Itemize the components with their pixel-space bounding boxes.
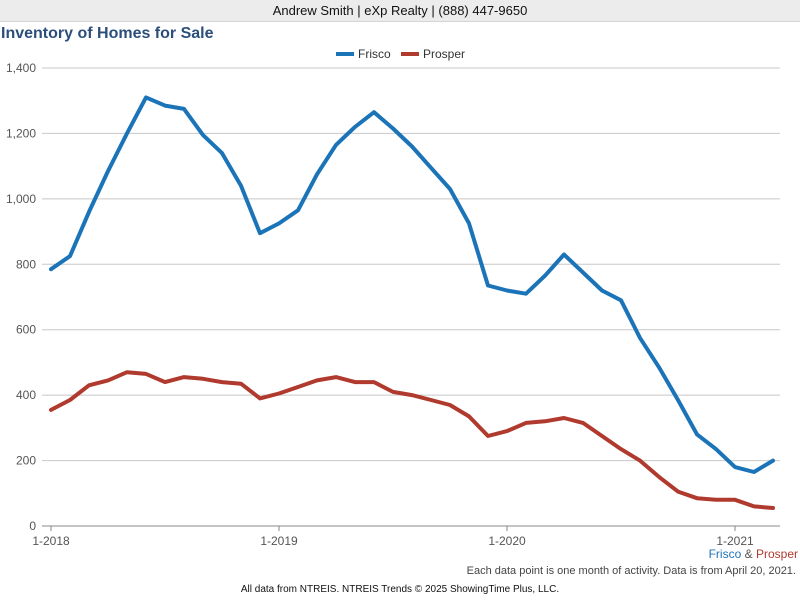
- x-tick-label: 1-2019: [260, 534, 298, 548]
- x-tick-label: 1-2018: [32, 534, 70, 548]
- gridlines: [42, 67, 780, 527]
- series-line-prosper: [49, 370, 775, 510]
- x-axis: 1-2018 1-2019 1-2020 1-2021: [32, 526, 754, 548]
- chart-title: Inventory of Homes for Sale: [1, 25, 214, 42]
- subtitle-ampersand: &: [744, 547, 753, 561]
- series-lines: [49, 95, 775, 510]
- y-tick-label: 0: [29, 519, 36, 533]
- y-tick-label: 800: [16, 257, 36, 271]
- y-tick-label: 600: [16, 323, 36, 337]
- y-axis-ticks: 0 200 400 600 800 1,000 1,200 1,400: [6, 61, 36, 533]
- x-tick-label: 1-2021: [716, 534, 754, 548]
- subtitle-frisco: Frisco: [708, 547, 742, 561]
- agent-header: Andrew Smith | eXp Realty | (888) 447-96…: [0, 0, 800, 22]
- legend-label-prosper: Prosper: [423, 47, 465, 61]
- legend-label-frisco: Frisco: [358, 47, 391, 61]
- y-tick-label: 1,200: [6, 126, 36, 140]
- x-tick-label: 1-2020: [488, 534, 526, 548]
- y-tick-label: 200: [16, 454, 36, 468]
- y-tick-label: 400: [16, 388, 36, 402]
- y-tick-label: 1,400: [6, 61, 36, 75]
- subtitle-prosper: Prosper: [755, 547, 798, 561]
- y-tick-label: 1,000: [6, 192, 36, 206]
- footer-credit: All data from NTREIS. NTREIS Trends © 20…: [240, 584, 560, 595]
- chart-subtitle: Frisco & Prosper: [709, 547, 798, 561]
- data-note: Each data point is one month of activity…: [466, 565, 796, 577]
- legend: Frisco Prosper: [336, 47, 465, 61]
- series-line-frisco: [49, 95, 775, 474]
